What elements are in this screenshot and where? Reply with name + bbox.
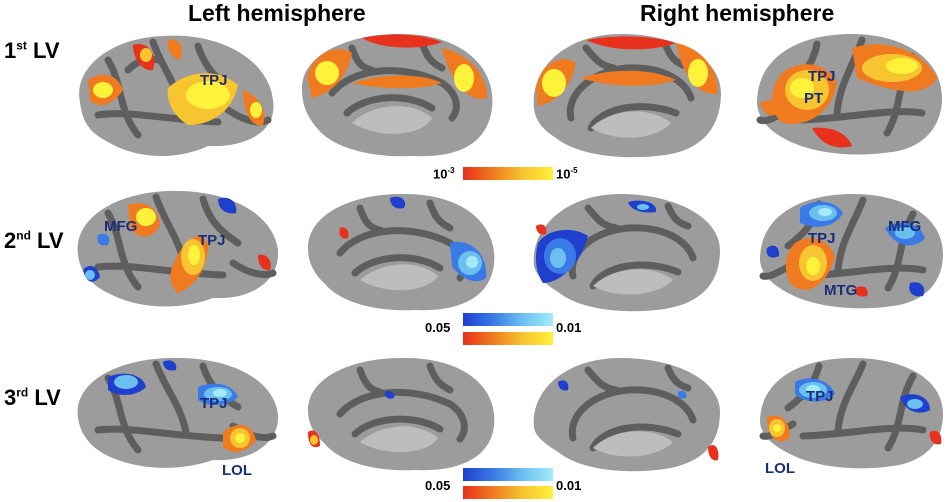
brain-r3-right-medial: [533, 358, 720, 472]
brain-r1-left-medial: [302, 33, 493, 157]
label-r3-right-tpj: TPJ: [806, 388, 834, 405]
colorbar1-max-label: 10-5: [556, 166, 578, 182]
colorbar2-cool: [463, 313, 553, 326]
colorbar2-max-label: 0.01: [556, 320, 582, 335]
row-label-3rd-lv: 3rd LV: [4, 385, 61, 410]
label-r2-right-tpj: TPJ: [808, 230, 836, 247]
label-r2-right-mfg: MFG: [888, 218, 922, 235]
brain-r2-left-lateral: [77, 190, 279, 307]
colorbar2-min-label: 0.05: [425, 320, 451, 335]
colorbar3-min-label: 0.05: [425, 478, 451, 493]
label-r1-right-tpj: TPJ: [808, 68, 836, 85]
label-r3-left-tpj: TPJ: [200, 395, 228, 412]
brain-r3-left-lateral: [77, 357, 279, 468]
left-hemisphere-title: Left hemisphere: [188, 0, 366, 26]
brain-r1-right-medial: [533, 34, 721, 158]
label-r2-left-tpj: TPJ: [198, 232, 226, 249]
right-hemisphere-title: Right hemisphere: [640, 0, 835, 26]
brain-r1-right-lateral: [756, 34, 942, 155]
brain-r2-left-medial: [308, 193, 495, 311]
colorbar3-max-label: 0.01: [556, 478, 582, 493]
colorbar1-warm: [463, 167, 553, 180]
label-r3-right-lol: LOL: [765, 460, 795, 477]
row-label-2nd-lv: 2nd LV: [4, 228, 64, 253]
row-label-1st-lv: 1st LV: [4, 38, 60, 63]
colorbar1-min-label: 10-3: [433, 166, 455, 182]
colorbar2-warm: [463, 332, 553, 345]
brain-r2-right-lateral: [759, 194, 943, 309]
brain-r2-right-medial: [533, 194, 720, 312]
label-r3-left-lol: LOL: [222, 462, 252, 479]
label-r2-left-mfg: MFG: [104, 218, 138, 235]
label-r2-right-mtg: MTG: [824, 282, 858, 299]
colorbar3-warm: [463, 486, 553, 499]
label-r1-right-pt: PT: [804, 90, 824, 107]
brain-r1-left-lateral: [79, 35, 274, 157]
brain-r3-left-medial: [308, 357, 495, 471]
brain-r3-right-lateral: [759, 358, 943, 469]
label-r1-left-tpj: TPJ: [200, 72, 228, 89]
colorbar3-cool: [463, 468, 553, 481]
